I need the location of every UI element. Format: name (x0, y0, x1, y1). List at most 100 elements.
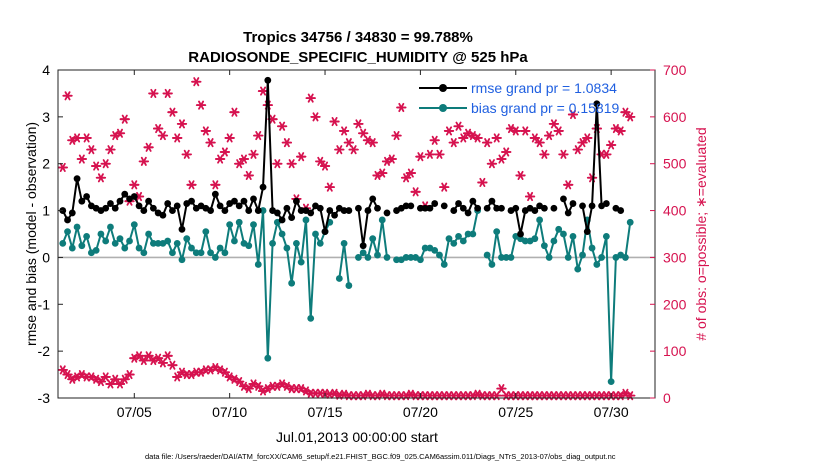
obs-possible-point (95, 377, 107, 387)
bias-point (498, 254, 505, 261)
bias-point (202, 228, 210, 236)
obs-evaluated-point (105, 145, 116, 155)
obs-evaluated-point (248, 149, 259, 159)
obs-evaluated-point (210, 180, 221, 190)
rmse-point (73, 175, 81, 183)
obs-evaluated-point (310, 112, 321, 122)
rmse-point (116, 197, 124, 205)
obs-evaluated-point (238, 154, 250, 164)
obs-evaluated-point (229, 107, 240, 117)
obs-evaluated-point (572, 145, 583, 155)
rmse-point (517, 230, 524, 238)
rmse-point (359, 242, 367, 250)
obs-evaluated-point (181, 149, 192, 159)
obs-evaluated-point (143, 142, 154, 152)
obs-evaluated-point (472, 133, 483, 143)
bias-point (121, 244, 129, 252)
obs-evaluated-point (358, 128, 369, 138)
obs-possible-point (324, 389, 335, 399)
bias-point (488, 261, 496, 268)
bias-point (307, 314, 315, 322)
bias-point (464, 230, 472, 238)
bias-point (130, 221, 138, 229)
bias-point (521, 237, 529, 245)
obs-possible-point (105, 379, 116, 389)
bias-point (364, 254, 372, 261)
bias-point (445, 235, 453, 243)
obs-evaluated-point (343, 138, 354, 148)
bias-point (97, 230, 105, 238)
legend-rmse-label: rmse grand pr = 1.0834 (471, 80, 617, 96)
obs-evaluated-point (486, 159, 498, 169)
bias-point (197, 249, 205, 257)
obs-evaluated-point (257, 86, 269, 96)
rmse-point (273, 209, 281, 217)
obs-evaluated-point (95, 173, 107, 183)
rmse-point (278, 216, 286, 224)
bias-point (540, 242, 548, 250)
bias-point (469, 230, 477, 238)
rmse-point (426, 204, 434, 212)
bias-point (154, 239, 162, 247)
rmse-point (121, 190, 129, 198)
rmse-point (145, 197, 152, 205)
obs-evaluated-point (81, 133, 92, 143)
obs-evaluated-point (415, 152, 426, 162)
rmse-point (488, 197, 496, 205)
obs-evaluated-point (119, 114, 130, 124)
obs-evaluated-point (114, 128, 126, 138)
obs-evaluated-point (315, 156, 326, 166)
obs-evaluated-point (458, 133, 469, 143)
y-axis-right-label: # of obs: o=possible; ∗=evaluated (693, 127, 709, 340)
obs-evaluated-point (148, 88, 159, 98)
bias-point (221, 249, 229, 257)
rmse-point (235, 202, 243, 210)
obs-evaluated-point (434, 149, 445, 159)
obs-evaluated-point (129, 180, 140, 190)
rmse-point (264, 76, 272, 84)
rmse-point (64, 216, 71, 224)
bias-point (359, 249, 367, 257)
obs-possible-point (472, 389, 483, 399)
obs-evaluated-point (615, 126, 626, 136)
bias-point (602, 232, 610, 240)
obs-evaluated-point (277, 121, 288, 131)
bias-point (369, 235, 377, 243)
bias-point (231, 237, 238, 245)
rmse-point (602, 200, 610, 207)
y-axis-left-label: rmse and bias (model - observation) (23, 122, 39, 346)
rmse-point (579, 202, 586, 210)
rmse-point (550, 204, 558, 212)
obs-evaluated-point (606, 140, 617, 150)
rmse-point (383, 209, 391, 217)
obs-possible-point (234, 377, 245, 387)
obs-evaluated-point (429, 135, 440, 145)
bias-point (402, 254, 410, 261)
obs-possible-point (57, 365, 68, 375)
bias-point (73, 223, 81, 231)
bias-point (92, 247, 100, 254)
obs-evaluated-point (496, 154, 507, 164)
obs-possible-point (496, 384, 507, 394)
bias-point (111, 239, 119, 247)
bias-point (550, 237, 558, 245)
rmse-point (583, 228, 591, 236)
rmse-point (140, 207, 148, 214)
bias-point (340, 239, 348, 247)
bias-point (302, 216, 310, 224)
rmse-point (283, 204, 291, 212)
y-right-tick-label: 500 (663, 156, 687, 172)
obs-evaluated-point (386, 154, 397, 164)
obs-evaluated-point (339, 126, 350, 136)
bias-series (59, 207, 634, 385)
rmse-point (564, 209, 572, 217)
bias-point (293, 239, 300, 247)
obs-evaluated-point (582, 133, 593, 143)
obs-evaluated-point (553, 126, 564, 136)
obs-evaluated-point (410, 187, 421, 197)
bias-point (64, 228, 71, 236)
obs-evaluated-point (224, 133, 235, 143)
obs-evaluated-point (215, 154, 226, 164)
rmse-point (364, 207, 372, 214)
